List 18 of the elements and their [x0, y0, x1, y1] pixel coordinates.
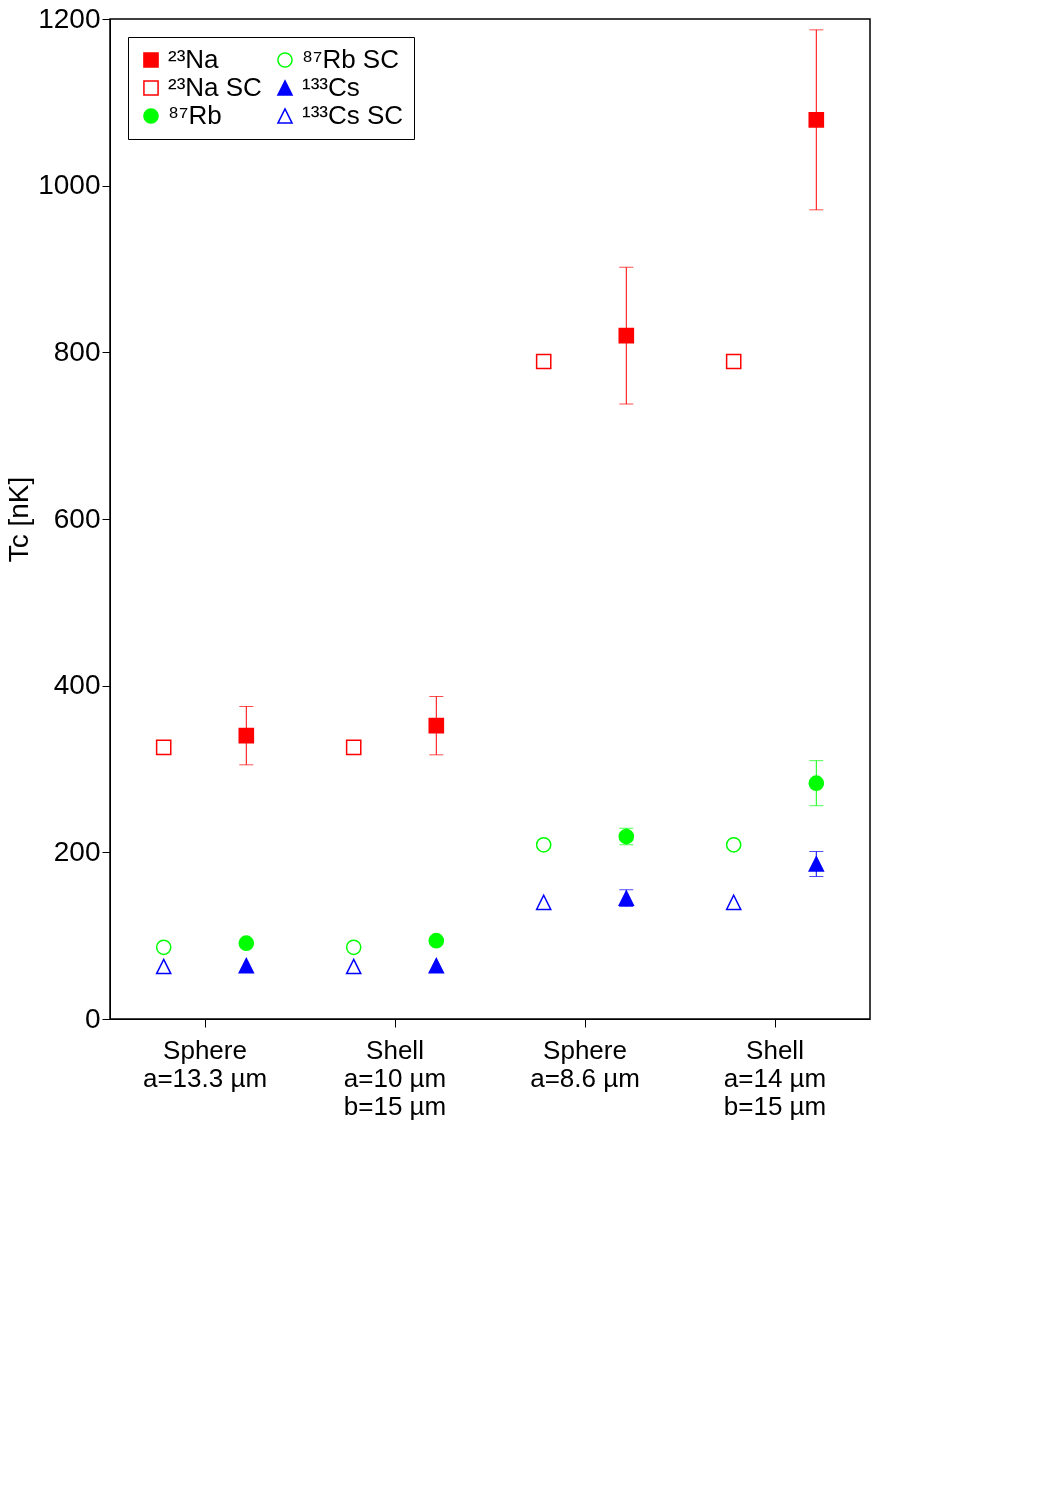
x-tick-label: Sphere a=8.6 µm [530, 1034, 640, 1093]
y-tick-label: 0 [84, 1002, 101, 1034]
y-tick-label: 1000 [38, 169, 101, 201]
legend-label: ⁸⁷Rb SC [302, 44, 399, 74]
x-tick-label: Shell a=14 µm b=15 µm [723, 1034, 827, 1121]
legend-label: ²³Na [168, 44, 220, 74]
y-tick-label: 200 [53, 835, 101, 867]
x-tick-label: Sphere a=13.3 µm [142, 1034, 268, 1093]
x-tick-label: Shell a=10 µm b=15 µm [343, 1034, 447, 1121]
y-tick-label: 800 [53, 335, 101, 367]
legend-label: ²³Na SC [168, 72, 262, 102]
y-axis-title: Tc [nK] [3, 476, 35, 563]
y-tick-label: 1200 [38, 2, 101, 34]
legend-label: ⁸⁷Rb [168, 100, 222, 130]
y-tick-label: 400 [53, 669, 101, 701]
legend-label: ¹³³Cs SC [302, 100, 404, 130]
y-tick-label: 600 [53, 502, 101, 534]
legend-label: ¹³³Cs [302, 72, 360, 102]
